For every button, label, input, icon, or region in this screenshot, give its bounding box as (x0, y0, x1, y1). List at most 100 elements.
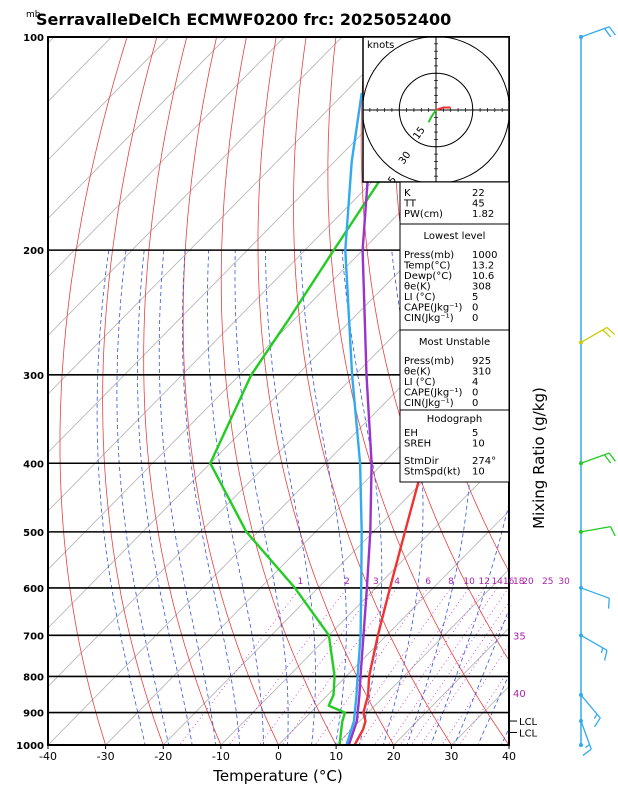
wind-barb (580, 587, 610, 599)
wind-barb-flag (603, 28, 612, 38)
most-unstable-label: θe(K) (404, 367, 431, 378)
moist-adiabat-line (182, 250, 241, 745)
moist-adiabat-line (137, 250, 193, 745)
isotherm-line (48, 276, 509, 745)
isotherm-line (220, 451, 509, 745)
moist-adiabat-line (158, 250, 217, 745)
mixing-ratio-label: 16 (503, 577, 515, 587)
wind-barb-flag (582, 748, 592, 756)
index-label: PW(cm) (404, 209, 443, 220)
lowest-level-label: θe(K) (404, 282, 431, 293)
isotherm-line (162, 393, 509, 745)
lowest-level-label: Press(mb) (404, 250, 454, 261)
most-unstable-value: 0 (472, 388, 478, 399)
moist-adiabat-line (430, 502, 509, 745)
dry-adiabat-line (143, 37, 222, 745)
mixing-ratio-line (259, 587, 377, 745)
mixing-ratio-line (228, 587, 348, 745)
x-axis-label: Temperature (°C) (212, 767, 342, 785)
mixing-ratio-line (420, 614, 509, 745)
dry-adiabat-line (360, 37, 509, 662)
lowest-level-label: LI (°C) (404, 292, 436, 303)
dry-adiabat-line (257, 37, 395, 745)
x-tick-label: 40 (502, 750, 516, 763)
lowest-level-value: 10.6 (472, 271, 494, 282)
mixing-ratio-label: 18 (513, 577, 525, 587)
x-tick-label: -40 (39, 750, 57, 763)
pressure-tick-label: 900 (23, 709, 44, 720)
lowest-level-title: Lowest level (424, 231, 486, 242)
lowest-level-label: Dewp(°C) (404, 271, 452, 282)
hodograph-trace-upper (435, 106, 451, 111)
hodograph-stats-title: Hodograph (427, 414, 482, 425)
pressure-tick-label: 600 (23, 584, 44, 595)
mixing-ratio-label: 10 (463, 577, 475, 587)
index-label: TT (403, 199, 417, 210)
moist-adiabat-line (500, 727, 509, 745)
lowest-level-value: 308 (472, 282, 491, 293)
isotherm-side-label: 40 (513, 689, 526, 700)
lowest-level-label: CAPE(Jkg⁻¹) (404, 303, 462, 314)
pressure-tick-label: 500 (23, 528, 44, 539)
mixing-ratio-line (410, 601, 509, 745)
isotherm-line (48, 37, 285, 278)
mixing-ratio-label: 1 (297, 577, 303, 587)
dry-adiabat-line (59, 37, 128, 745)
mixing-ratio-label: 4 (394, 577, 400, 587)
pressure-tick-label: 700 (23, 631, 44, 642)
most-unstable-box (399, 329, 510, 411)
hodograph-stat-label: StmDir (404, 456, 439, 467)
most-unstable-value: 0 (472, 398, 478, 409)
mixing-ratio-line (179, 587, 301, 745)
lowest-level-value: 13.2 (472, 261, 494, 272)
x-tick-label: -20 (154, 750, 172, 763)
isotherm-line (335, 568, 509, 745)
mixing-ratio-label: 6 (425, 577, 431, 587)
x-tick-label: -30 (97, 750, 115, 763)
most-unstable-label: CIN(Jkg⁻¹) (404, 398, 454, 409)
pressure-tick-label: 400 (23, 459, 44, 470)
mixing-ratio-label: 20 (522, 577, 534, 587)
wind-barb-half (593, 713, 598, 719)
dry-adiabat-line (327, 37, 509, 745)
isotherm-line (48, 37, 400, 395)
dry-adiabat-line (182, 37, 279, 745)
x-tick-label: 0 (275, 750, 282, 763)
mixing-ratio-line (373, 587, 485, 745)
most-unstable-label: CAPE(Jkg⁻¹) (404, 388, 462, 399)
hodograph-ring-label: 45 (383, 175, 399, 192)
wind-barb-flag (608, 452, 616, 462)
lowest-level-value: 0 (472, 313, 478, 324)
wind-barb-flag (608, 26, 616, 36)
hodograph-stat-label: EH (404, 428, 418, 439)
mixing-ratio-line (459, 669, 509, 745)
hodograph-stat-value: 274° (472, 456, 496, 467)
wind-barb-flag (603, 650, 608, 661)
most-unstable-value: 925 (472, 356, 491, 367)
mixing-ratio-axis-label: Mixing Ratio (g/kg) (530, 387, 548, 529)
isotherm-line (48, 37, 228, 220)
hodograph-stat-value: 5 (472, 428, 478, 439)
dewpoint-line (209, 37, 482, 745)
most-unstable-value: 310 (472, 367, 491, 378)
isotherm-line (48, 217, 509, 688)
isotherm-side-label: 35 (513, 631, 526, 642)
x-axis-ticks: -40 -30 -20 -10 0 10 20 30 40 (39, 745, 516, 763)
mixing-ratio-label: 8 (448, 577, 454, 587)
pressure-tick-label: 100 (23, 33, 44, 44)
mixing-ratio-label: 30 (558, 577, 570, 587)
dry-adiabat-line (293, 37, 452, 745)
isotherm-line (48, 37, 343, 337)
moist-adiabat-line (300, 250, 347, 745)
moist-adiabat-line (341, 250, 383, 745)
lowest-level-label: Temp(°C) (403, 261, 451, 272)
wind-barb-half (584, 743, 590, 749)
hodograph-stat-label: SREH (404, 439, 431, 450)
mixing-ratio-line (281, 587, 398, 745)
index-value: 45 (472, 199, 485, 210)
wind-barb-half (600, 647, 604, 654)
